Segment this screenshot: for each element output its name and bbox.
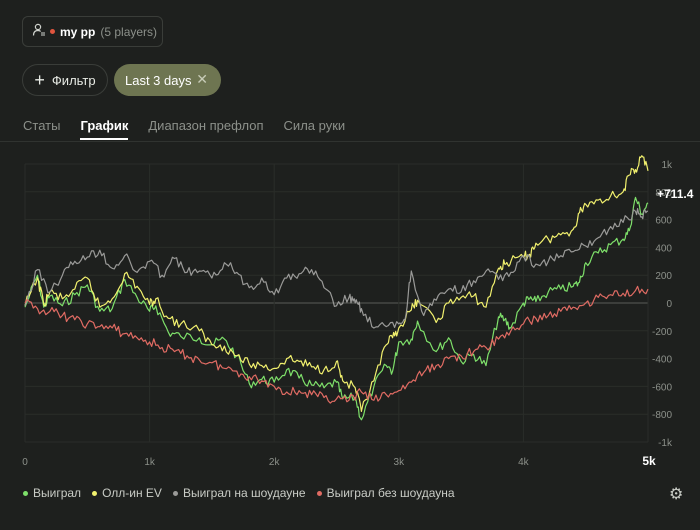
- y-tick-label: 1k: [661, 160, 673, 171]
- chart-legend: Выиграл Олл-ин EV Выиграл на шоудауне Вы…: [23, 486, 466, 500]
- legend-swatch: [316, 490, 322, 496]
- tab-bar: Статы График Диапазон префлоп Сила руки: [23, 118, 365, 140]
- date-filter-label: Last 3 days: [125, 72, 192, 88]
- date-filter-chip[interactable]: Last 3 days ✕: [114, 64, 221, 96]
- add-filter-button[interactable]: + Фильтр: [22, 64, 108, 96]
- legend-swatch: [172, 490, 178, 496]
- y-tick-label: 800: [655, 188, 672, 199]
- tab-hand-strength[interactable]: Сила руки: [283, 118, 346, 133]
- series-line: [24, 155, 649, 412]
- y-tick-label: 200: [655, 271, 672, 282]
- status-dot: [50, 29, 55, 34]
- x-tick-label: 0: [22, 457, 28, 468]
- x-tick-label: 2k: [269, 457, 281, 468]
- legend-item-non-showdown[interactable]: Выиграл без шоудауна: [316, 486, 455, 500]
- x-tick-label: 4k: [518, 457, 530, 468]
- winnings-line-chart[interactable]: 1k 800 600 400 200 0 -200 -400 -600 -800 -1k 0 1k 2k 3…: [0, 142, 700, 472]
- legend-label: Выиграл без шоудауна: [326, 486, 455, 500]
- plus-icon: +: [34, 70, 45, 90]
- y-tick-label: -200: [652, 327, 672, 338]
- legend-item-showdown[interactable]: Выиграл на шоудауне: [172, 486, 306, 500]
- tab-graph[interactable]: График: [80, 118, 129, 140]
- end-value-label: +711.4: [657, 187, 694, 201]
- user-settings-icon: [32, 23, 46, 40]
- y-tick-label: 600: [655, 216, 672, 227]
- y-tick-label: -800: [652, 410, 672, 421]
- y-tick-label: -600: [652, 382, 672, 393]
- tab-divider: [0, 141, 700, 142]
- y-tick-label: 0: [666, 299, 672, 310]
- series-line: [24, 285, 649, 404]
- close-icon[interactable]: ✕: [196, 71, 208, 87]
- x-tick-label: 3k: [394, 457, 406, 468]
- tab-preflop-range[interactable]: Диапазон префлоп: [148, 118, 264, 133]
- legend-item-won[interactable]: Выиграл: [23, 486, 81, 500]
- legend-label: Выиграл: [33, 486, 82, 500]
- legend-label: Олл-ин EV: [102, 486, 162, 500]
- legend-item-allin-ev[interactable]: Олл-ин EV: [92, 486, 162, 500]
- gear-icon[interactable]: ⚙: [669, 486, 684, 503]
- x-tick-label: 5k: [642, 454, 656, 468]
- legend-label: Выиграл на шоудауне: [182, 486, 306, 500]
- series-line: [24, 208, 649, 329]
- player-name: my pp: [60, 24, 96, 39]
- add-filter-label: Фильтр: [51, 72, 96, 88]
- y-tick-label: -400: [652, 355, 672, 366]
- tab-stats[interactable]: Статы: [23, 118, 61, 133]
- legend-swatch: [23, 490, 28, 496]
- player-selector[interactable]: my pp (5 players): [22, 16, 163, 47]
- legend-swatch: [92, 490, 98, 496]
- y-tick-label: 400: [655, 243, 672, 254]
- x-tick-label: 1k: [144, 457, 156, 468]
- y-tick-label: -1k: [658, 438, 673, 449]
- player-count: (5 players): [100, 24, 158, 39]
- series-line: [24, 196, 649, 421]
